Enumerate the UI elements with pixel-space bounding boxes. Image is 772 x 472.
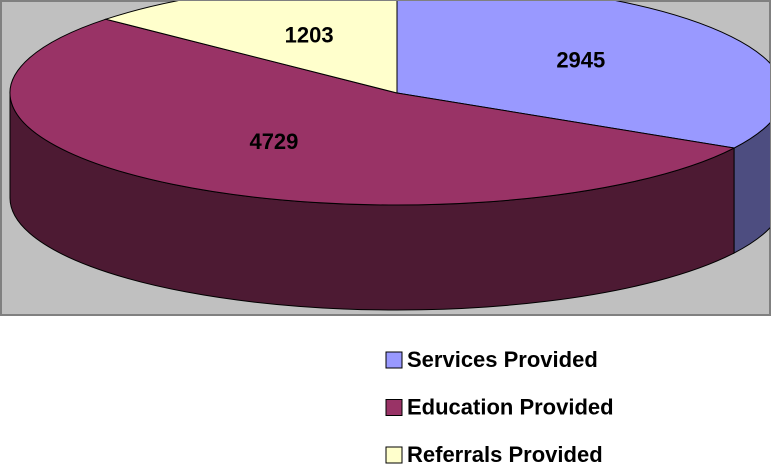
legend-label: Referrals Provided <box>407 442 603 467</box>
legend-swatch <box>385 446 403 464</box>
pie: 2945 4729 1203 <box>9 1 770 311</box>
legend-swatch <box>385 399 403 416</box>
legend: Services Provided Education Provided Refer… <box>385 347 614 467</box>
legend-label: Services Provided <box>407 347 598 372</box>
legend-swatch <box>385 351 403 369</box>
legend-label: Education Provided <box>407 394 614 419</box>
pie-slice <box>9 18 736 206</box>
data-label: 2945 <box>556 48 605 73</box>
pie-slice <box>396 1 770 149</box>
data-label: 1203 <box>285 23 334 48</box>
pie-slice <box>104 1 398 94</box>
data-label: 4729 <box>249 129 298 154</box>
